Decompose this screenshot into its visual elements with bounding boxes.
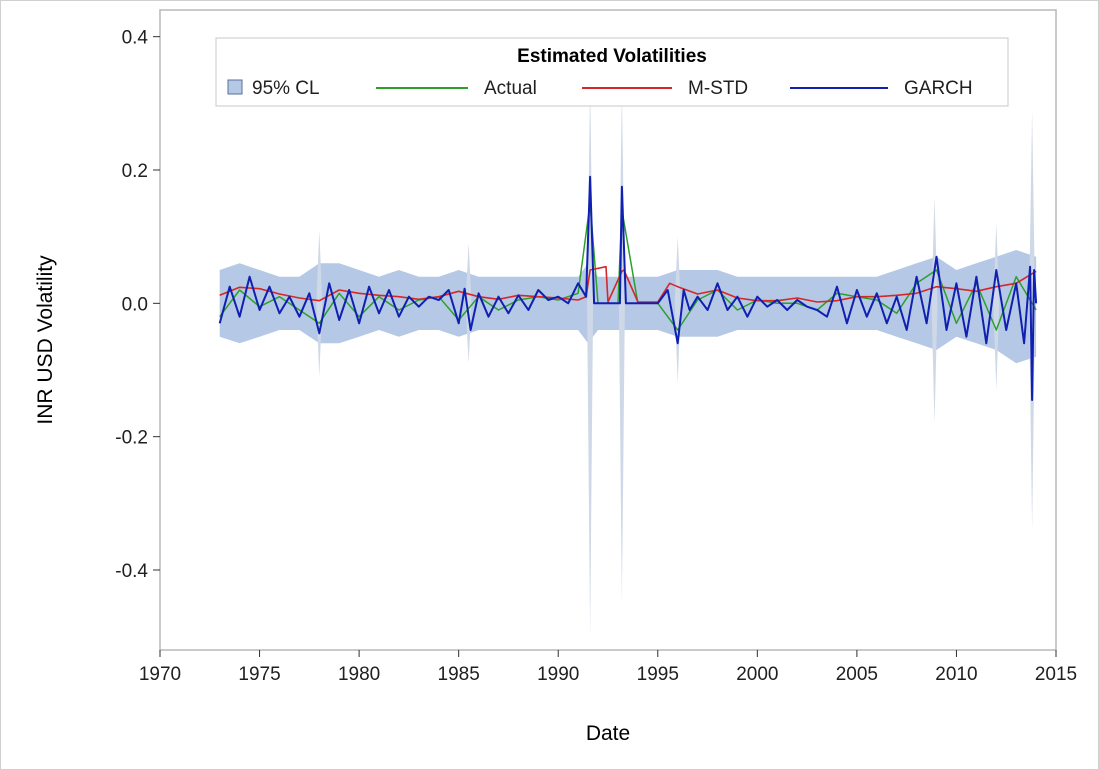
y-tick-label-0: -0.4 bbox=[115, 561, 148, 582]
legend-label-garch: GARCH bbox=[904, 78, 973, 99]
x-tick-label-9: 2015 bbox=[1035, 664, 1077, 685]
x-tick-label-1: 1975 bbox=[238, 664, 280, 685]
legend: Estimated Volatilities 95% CL Actual M-S… bbox=[216, 38, 1008, 106]
x-tick-label-8: 2010 bbox=[935, 664, 977, 685]
x-tick-label-2: 1980 bbox=[338, 664, 380, 685]
y-axis-label: INR USD Volatility bbox=[34, 255, 57, 425]
x-tick-label-0: 1970 bbox=[139, 664, 181, 685]
x-tick-label-3: 1985 bbox=[438, 664, 480, 685]
x-tick-label-5: 1995 bbox=[637, 664, 679, 685]
y-tick-label-2: 0.0 bbox=[122, 294, 148, 315]
y-tick-label-1: -0.2 bbox=[115, 428, 148, 449]
y-tick-label-3: 0.2 bbox=[122, 161, 148, 182]
legend-label-95cl: 95% CL bbox=[252, 78, 320, 99]
x-tick-label-4: 1990 bbox=[537, 664, 579, 685]
legend-label-actual: Actual bbox=[484, 78, 537, 99]
legend-swatch-95cl bbox=[228, 80, 242, 94]
x-axis-label: Date bbox=[586, 722, 630, 745]
legend-title: Estimated Volatilities bbox=[517, 46, 707, 67]
y-tick-label-4: 0.4 bbox=[122, 28, 149, 49]
x-tick-label-7: 2005 bbox=[836, 664, 878, 685]
x-tick-label-6: 2000 bbox=[736, 664, 778, 685]
legend-label-mstd: M-STD bbox=[688, 78, 748, 99]
